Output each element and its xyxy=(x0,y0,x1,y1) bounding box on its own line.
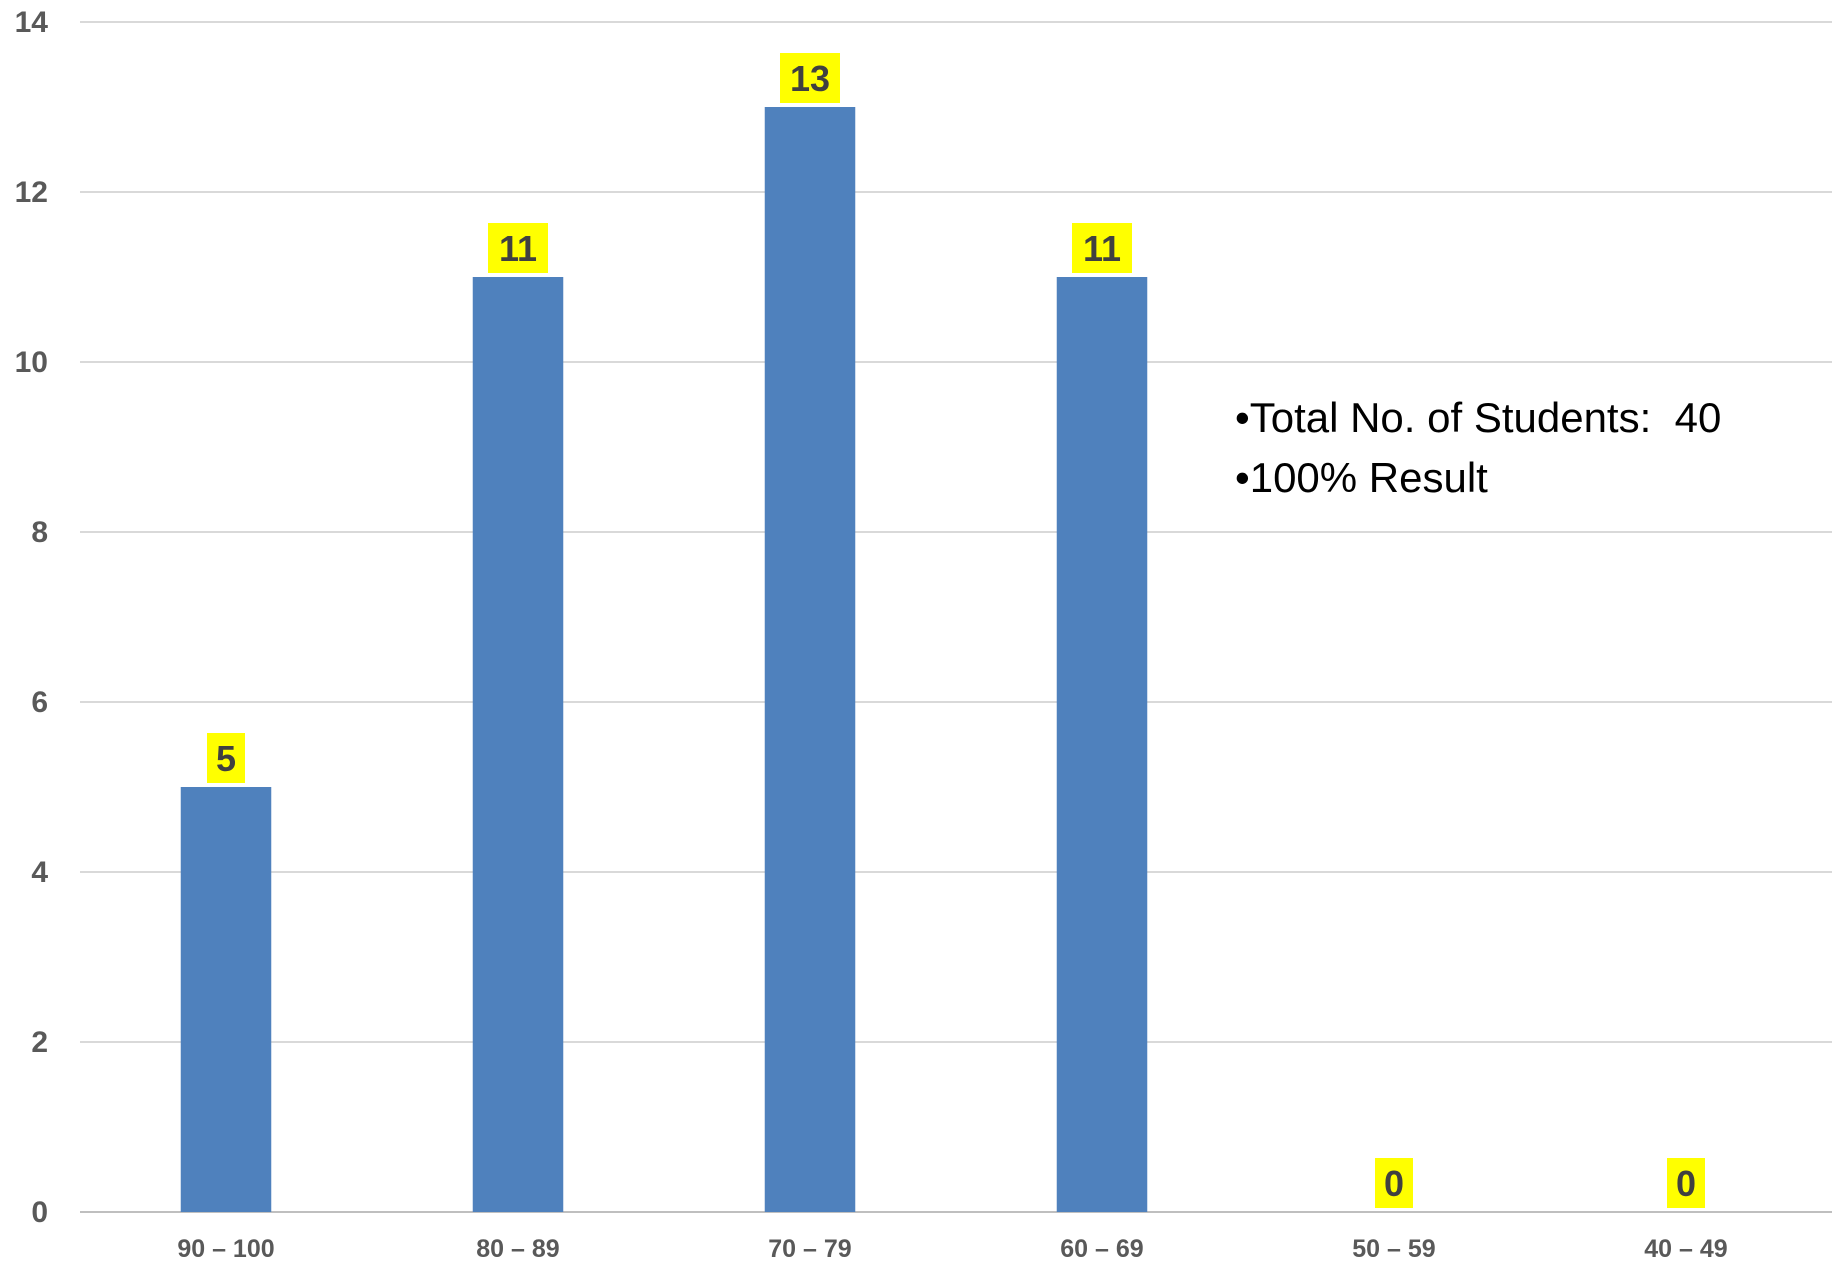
bar xyxy=(472,277,564,1212)
bars xyxy=(180,107,1148,1212)
annotation-box: •Total No. of Students: 40 •100% Result xyxy=(1235,388,1721,508)
x-tick-label: 50 – 59 xyxy=(1352,1235,1435,1263)
annotation-total-students: •Total No. of Students: 40 xyxy=(1235,394,1722,441)
data-label: 0 xyxy=(1676,1163,1696,1204)
x-tick-label: 70 – 79 xyxy=(768,1235,851,1263)
data-label-highlight xyxy=(488,223,548,273)
bar xyxy=(180,787,272,1212)
bar xyxy=(1056,277,1148,1212)
x-tick-label: 90 – 100 xyxy=(177,1235,274,1263)
data-label-highlight xyxy=(1072,223,1132,273)
x-tick-label: 40 – 49 xyxy=(1644,1235,1727,1263)
data-label: 0 xyxy=(1384,1163,1404,1204)
y-tick-label: 4 xyxy=(31,856,48,889)
y-tick-label: 10 xyxy=(15,346,48,379)
data-label: 11 xyxy=(499,228,537,269)
x-tick-label: 60 – 69 xyxy=(1060,1235,1143,1263)
data-label-highlight xyxy=(207,733,245,783)
y-tick-label: 8 xyxy=(31,516,48,549)
data-label-highlight xyxy=(1375,1158,1413,1208)
x-axis-ticks: 90 – 100 80 – 89 70 – 79 60 – 69 50 – 59 40 –… xyxy=(177,1235,1727,1263)
y-axis-ticks: 0 2 4 6 8 10 12 14 xyxy=(15,6,49,1229)
y-tick-label: 14 xyxy=(15,6,49,39)
y-tick-label: 6 xyxy=(31,686,48,719)
data-label: 11 xyxy=(1083,228,1121,269)
data-label-highlight xyxy=(780,53,840,103)
data-labels: 5 11 13 11 0 0 xyxy=(207,53,1705,1208)
data-label-highlight xyxy=(1667,1158,1705,1208)
y-tick-label: 2 xyxy=(31,1026,48,1059)
y-tick-label: 12 xyxy=(15,176,48,209)
gridlines xyxy=(80,21,1832,1213)
data-label: 13 xyxy=(790,58,830,99)
bar xyxy=(764,107,856,1212)
data-label: 5 xyxy=(216,738,236,779)
annotation-result: •100% Result xyxy=(1235,454,1488,501)
x-tick-label: 80 – 89 xyxy=(476,1235,559,1263)
y-tick-label: 0 xyxy=(31,1196,48,1229)
